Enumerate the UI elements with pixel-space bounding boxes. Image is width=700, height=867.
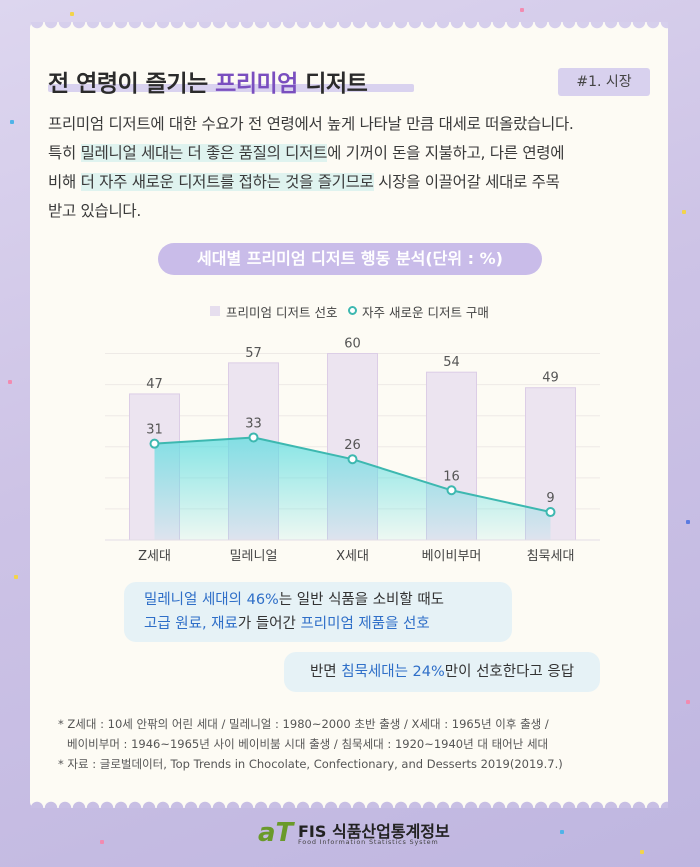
card-scallop-bottom xyxy=(30,794,668,808)
logo-name: FIS 식품산업통계정보 xyxy=(298,822,450,841)
callout-line: 밀레니얼 세대의 46%는 일반 식품을 소비할 때도 xyxy=(144,592,445,608)
chart-plot: 47 57 60 54 49 31 33 26 16 9 Z세대 밀레니얼 X세대 베이비부머 침묵세대 xyxy=(105,337,600,564)
legend-label-bar: 프리미엄 디저트 선호 xyxy=(226,305,338,320)
title-underline xyxy=(48,84,414,92)
confetti-dot xyxy=(686,520,690,524)
confetti-dot xyxy=(686,700,690,704)
legend-bar-swatch xyxy=(210,306,220,316)
page-title: 전 연령이 즐기는 프리미엄 디저트 xyxy=(48,71,368,97)
bar-value-label: 47 xyxy=(146,377,163,392)
x-tick-label: Z세대 xyxy=(138,549,171,564)
section-tag: #1. 시장 xyxy=(558,68,650,96)
bar-value-label: 60 xyxy=(344,337,361,352)
line-point-0 xyxy=(149,438,160,449)
callout-line: 고급 원료, 재료가 들어간 프리미엄 제품을 선호 xyxy=(144,616,430,632)
confetti-dot xyxy=(70,12,74,16)
confetti-dot xyxy=(520,8,524,12)
x-tick-label: 베이비부머 xyxy=(422,549,482,564)
chart-title: 세대별 프리미엄 디저트 행동 분석(단위 : %) xyxy=(158,243,542,275)
footnotes: * Z세대 : 10세 안팎의 어린 세대 / 밀레니얼 : 1980~2000… xyxy=(58,714,658,774)
footnote-line: * Z세대 : 10세 안팎의 어린 세대 / 밀레니얼 : 1980~2000… xyxy=(58,717,549,731)
intro-line: 프리미엄 디저트에 대한 수요가 전 연령에서 높게 나타날 만큼 대세로 떠올… xyxy=(48,115,574,133)
legend-line-swatch xyxy=(348,306,357,315)
x-tick-label: X세대 xyxy=(336,549,369,564)
confetti-dot xyxy=(640,850,644,854)
confetti-dot xyxy=(100,840,104,844)
intro-highlight: 더 자주 새로운 디저트를 접하는 것을 즐기므로 xyxy=(80,173,374,191)
callout-silent: 반면 침묵세대는 24%만이 선호한다고 응답 xyxy=(284,652,600,692)
intro-line: 받고 있습니다. xyxy=(48,202,142,220)
legend-label-line: 자주 새로운 디저트 구매 xyxy=(362,305,489,320)
line-value-label: 9 xyxy=(546,491,554,506)
line-area xyxy=(154,437,551,540)
line-point-4 xyxy=(545,507,556,518)
title-highlight: 프리미엄 xyxy=(215,71,298,97)
intro-line: 특히 밀레니얼 세대는 더 좋은 품질의 디저트에 기꺼이 돈을 지불하고, 다… xyxy=(48,144,565,162)
bar-value-label: 57 xyxy=(245,346,262,361)
callout-millennial: 밀레니얼 세대의 46%는 일반 식품을 소비할 때도 고급 원료, 재료가 들… xyxy=(124,582,512,642)
footnote-source: * 자료 : 글로벌데이터, Top Trends in Chocolate, … xyxy=(58,757,563,771)
intro-paragraph: 프리미엄 디저트에 대한 수요가 전 연령에서 높게 나타날 만큼 대세로 떠올… xyxy=(48,110,658,226)
confetti-dot xyxy=(8,380,12,384)
bar-value-label: 49 xyxy=(542,371,559,386)
line-value-label: 26 xyxy=(344,438,361,453)
x-tick-label: 침묵세대 xyxy=(527,549,575,564)
confetti-dot xyxy=(682,210,686,214)
confetti-dot xyxy=(560,830,564,834)
card-scallop-top xyxy=(30,22,668,36)
intro-line: 비해 더 자주 새로운 디저트를 접하는 것을 즐기므로 시장을 이끌어갈 세대… xyxy=(48,173,560,191)
chart-legend: 프리미엄 디저트 선호 자주 새로운 디저트 구매 xyxy=(200,302,520,320)
intro-highlight: 밀레니얼 세대는 더 좋은 품질의 디저트 xyxy=(80,144,328,162)
footnote-line: 베이비부머 : 1946~1965년 사이 베이비붐 시대 출생 / 침묵세대 … xyxy=(67,737,549,751)
confetti-dot xyxy=(14,575,18,579)
at-logo-mark: aT xyxy=(258,818,294,848)
line-value-label: 33 xyxy=(245,416,262,431)
logo-subtitle: Food Information Statistics System xyxy=(298,838,439,846)
line-point-3 xyxy=(446,485,457,496)
line-value-label: 31 xyxy=(146,423,163,438)
line-point-2 xyxy=(347,454,358,465)
line-point-1 xyxy=(248,432,259,443)
confetti-dot xyxy=(10,120,14,124)
line-value-label: 16 xyxy=(443,469,460,484)
x-tick-label: 밀레니얼 xyxy=(230,549,278,564)
fis-logo: aT FIS 식품산업통계정보 Food Information Statist… xyxy=(258,818,468,850)
bar-value-label: 54 xyxy=(443,355,460,370)
